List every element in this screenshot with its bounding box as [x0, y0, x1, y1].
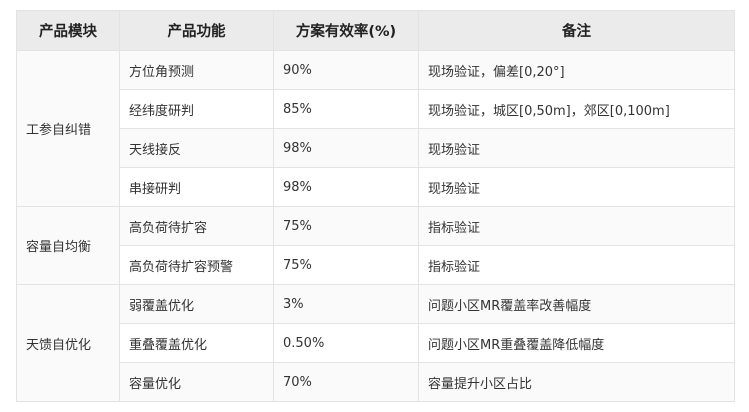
rate-cell: 90% [273, 50, 419, 90]
rate-cell: 3% [273, 284, 419, 324]
note-cell: 现场验证 [418, 167, 735, 207]
rate-cell: 98% [273, 167, 419, 207]
table-row: 串接研判 98% 现场验证 [17, 167, 735, 207]
feature-cell: 经纬度研判 [119, 89, 274, 129]
table-row: 容量优化 70% 容量提升小区占比 [17, 362, 735, 402]
header-rate: 方案有效率(%) [273, 10, 419, 51]
table-header-row: 产品模块 产品功能 方案有效率(%) 备注 [16, 10, 735, 51]
feature-cell: 高负荷待扩容 [119, 206, 274, 246]
rate-cell: 75% [273, 206, 419, 246]
rate-cell: 98% [273, 128, 419, 168]
feature-cell: 容量优化 [119, 362, 274, 402]
note-cell: 现场验证 [418, 128, 735, 168]
module-cell: 容量自均衡 [16, 206, 120, 285]
feature-cell: 重叠覆盖优化 [119, 323, 274, 363]
table-row: 天线接反 98% 现场验证 [17, 128, 735, 168]
table-row: 高负荷待扩容预警 75% 指标验证 [17, 245, 735, 285]
feature-cell: 天线接反 [119, 128, 274, 168]
table-row: 容量自均衡 高负荷待扩容 75% 指标验证 [16, 206, 735, 285]
rate-cell: 75% [273, 245, 419, 285]
feature-cell: 高负荷待扩容预警 [119, 245, 274, 285]
feature-cell: 串接研判 [119, 167, 274, 207]
feature-cell: 方位角预测 [119, 50, 274, 90]
note-cell: 容量提升小区占比 [418, 362, 735, 402]
product-table: 产品模块 产品功能 方案有效率(%) 备注 工参自纠错 方位角预测 90% 现场验证，… [16, 10, 735, 402]
rate-cell: 0.50% [273, 323, 419, 363]
feature-cell: 弱覆盖优化 [119, 284, 274, 324]
module-cell: 天馈自优化 [16, 284, 120, 402]
note-cell: 现场验证，城区[0,50m]，郊区[0,100m] [418, 89, 735, 129]
note-cell: 指标验证 [418, 245, 735, 285]
header-note: 备注 [418, 10, 735, 51]
note-cell: 指标验证 [418, 206, 735, 246]
note-cell: 问题小区MR覆盖率改善幅度 [418, 284, 735, 324]
table-row: 经纬度研判 85% 现场验证，城区[0,50m]，郊区[0,100m] [17, 89, 735, 129]
header-module: 产品模块 [16, 10, 120, 51]
header-feature: 产品功能 [119, 10, 274, 51]
module-cell: 工参自纠错 [16, 50, 120, 207]
rate-cell: 85% [273, 89, 419, 129]
rate-cell: 70% [273, 362, 419, 402]
table-row: 天馈自优化 弱覆盖优化 3% 问题小区MR覆盖率改善幅度 [16, 284, 735, 402]
note-cell: 现场验证，偏差[0,20°] [418, 50, 735, 90]
table-row: 工参自纠错 方位角预测 90% 现场验证，偏差[0,20°] [16, 50, 735, 207]
note-cell: 问题小区MR重叠覆盖降低幅度 [418, 323, 735, 363]
table-row: 重叠覆盖优化 0.50% 问题小区MR重叠覆盖降低幅度 [17, 323, 735, 363]
